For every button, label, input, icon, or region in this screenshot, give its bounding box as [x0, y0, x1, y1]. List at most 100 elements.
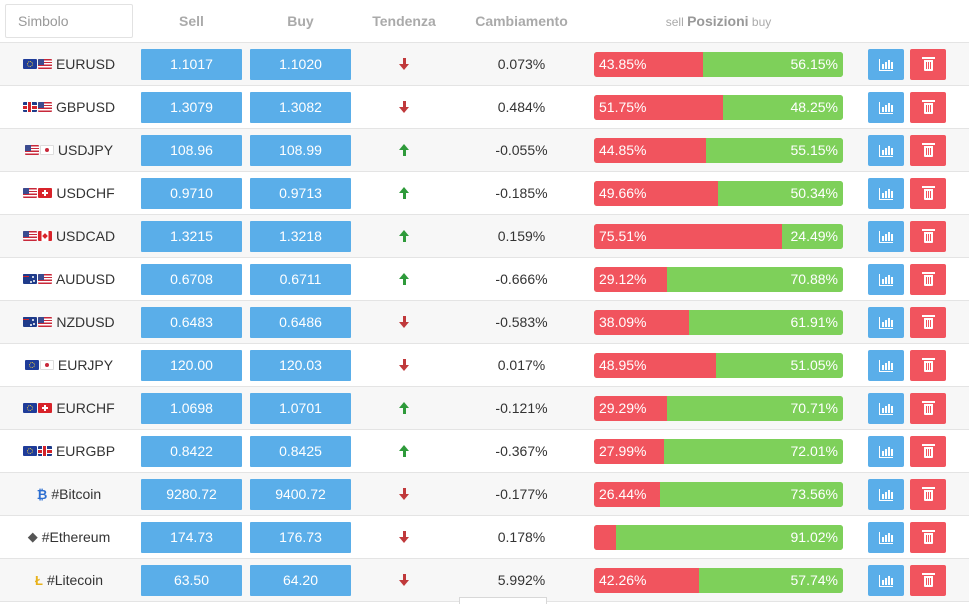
header-trend[interactable]: Tendenza	[372, 13, 436, 29]
sell-price-button[interactable]: 1.1017	[141, 49, 242, 80]
sell-price-button[interactable]: 63.50	[141, 565, 242, 596]
delete-button[interactable]	[910, 92, 946, 123]
delete-button[interactable]	[910, 221, 946, 252]
symbol-search-input[interactable]	[5, 4, 133, 38]
change-value: 0.073%	[497, 56, 546, 72]
symbol-label: EURJPY	[57, 357, 114, 373]
delete-button[interactable]	[910, 178, 946, 209]
buy-price-button[interactable]: 108.99	[250, 135, 351, 166]
buy-price-button[interactable]: 0.8425	[250, 436, 351, 467]
trash-icon	[921, 487, 935, 501]
delete-button[interactable]	[910, 49, 946, 80]
bar-chart-icon	[879, 316, 893, 329]
currency-pair-flags-icon	[22, 102, 52, 112]
delete-button[interactable]	[910, 393, 946, 424]
buy-price-button[interactable]: 9400.72	[250, 479, 351, 510]
bar-chart-icon	[879, 445, 893, 458]
symbol-cell: GBPUSD	[0, 86, 138, 128]
buy-price-button[interactable]: 1.1020	[250, 49, 351, 80]
table-row: USDCHF 0.9710 0.9713 -0.185% 49.66% 50.34…	[0, 172, 969, 215]
sell-price-button[interactable]: 0.8422	[141, 436, 242, 467]
change-value: -0.185%	[495, 185, 548, 201]
trend-indicator	[360, 516, 448, 558]
chart-button[interactable]	[868, 92, 904, 123]
currency-pair-flags-icon	[24, 360, 54, 370]
trash-icon	[921, 444, 935, 458]
symbol-cell: EURCHF	[0, 387, 138, 429]
horizontal-scrollbar[interactable]	[459, 597, 547, 604]
chart-button[interactable]	[868, 393, 904, 424]
sell-price-button[interactable]: 1.3215	[141, 221, 242, 252]
ethereum-icon: ◆	[27, 529, 38, 544]
chart-button[interactable]	[868, 565, 904, 596]
sell-price-button[interactable]: 0.6708	[141, 264, 242, 295]
change-value: 0.484%	[497, 99, 546, 115]
sell-price-button[interactable]: 174.73	[141, 522, 242, 553]
chart-button[interactable]	[868, 178, 904, 209]
chart-button[interactable]	[868, 350, 904, 381]
chart-button[interactable]	[868, 307, 904, 338]
symbol-cell: EURGBP	[0, 430, 138, 472]
buy-price-button[interactable]: 1.0701	[250, 393, 351, 424]
chart-button[interactable]	[868, 49, 904, 80]
symbol-cell: USDCHF	[0, 172, 138, 214]
buy-price-button[interactable]: 176.73	[250, 522, 351, 553]
table-row: EURGBP 0.8422 0.8425 -0.367% 27.99% 72.01…	[0, 430, 969, 473]
trend-indicator	[360, 258, 448, 300]
chart-button[interactable]	[868, 221, 904, 252]
delete-button[interactable]	[910, 522, 946, 553]
buy-price-button[interactable]: 64.20	[250, 565, 351, 596]
sell-positions-segment: 29.29%	[594, 396, 667, 421]
header-buy[interactable]: Buy	[287, 13, 314, 29]
delete-button[interactable]	[910, 565, 946, 596]
delete-button[interactable]	[910, 307, 946, 338]
buy-positions-segment: 48.25%	[722, 95, 843, 120]
delete-button[interactable]	[910, 479, 946, 510]
delete-button[interactable]	[910, 436, 946, 467]
sell-price-button[interactable]: 120.00	[141, 350, 242, 381]
sell-positions-segment: 27.99%	[594, 439, 664, 464]
symbol-cell: USDJPY	[0, 129, 138, 171]
sell-positions-segment: 44.85%	[594, 138, 706, 163]
header-positions-buy: buy	[751, 15, 772, 29]
trash-icon	[921, 229, 935, 243]
buy-positions-segment: 70.71%	[666, 396, 843, 421]
instrument-table: EURUSD 1.1017 1.1020 0.073% 43.85% 56.15%…	[0, 43, 969, 602]
currency-pair-flags-icon	[24, 145, 54, 155]
buy-price-button[interactable]: 0.6711	[250, 264, 351, 295]
symbol-label: NZDUSD	[56, 314, 115, 330]
delete-button[interactable]	[910, 135, 946, 166]
buy-positions-segment: 50.34%	[717, 181, 843, 206]
buy-price-button[interactable]: 0.9713	[250, 178, 351, 209]
header-change[interactable]: Cambiamento	[475, 13, 568, 29]
delete-button[interactable]	[910, 350, 946, 381]
chart-button[interactable]	[868, 522, 904, 553]
bitcoin-icon: ₿	[36, 486, 48, 502]
positions-bar: 49.66% 50.34%	[594, 181, 843, 206]
buy-price-button[interactable]: 0.6486	[250, 307, 351, 338]
symbol-label: EURCHF	[56, 400, 115, 416]
sell-price-button[interactable]: 0.9710	[141, 178, 242, 209]
trend-arrow-icon	[398, 187, 410, 199]
header-sell[interactable]: Sell	[179, 13, 204, 29]
symbol-label: EURGBP	[55, 443, 116, 459]
buy-price-button[interactable]: 1.3218	[250, 221, 351, 252]
trash-icon	[921, 186, 935, 200]
sell-positions-segment: 26.44%	[594, 482, 660, 507]
positions-bar: 38.09% 61.91%	[594, 310, 843, 335]
delete-button[interactable]	[910, 264, 946, 295]
sell-price-button[interactable]: 1.0698	[141, 393, 242, 424]
chart-button[interactable]	[868, 264, 904, 295]
sell-price-button[interactable]: 1.3079	[141, 92, 242, 123]
sell-price-button[interactable]: 0.6483	[141, 307, 242, 338]
sell-price-button[interactable]: 9280.72	[141, 479, 242, 510]
trash-icon	[921, 57, 935, 71]
change-value: -0.367%	[495, 443, 548, 459]
chart-button[interactable]	[868, 135, 904, 166]
chart-button[interactable]	[868, 479, 904, 510]
trend-arrow-icon	[398, 531, 410, 543]
sell-price-button[interactable]: 108.96	[141, 135, 242, 166]
buy-price-button[interactable]: 1.3082	[250, 92, 351, 123]
buy-price-button[interactable]: 120.03	[250, 350, 351, 381]
chart-button[interactable]	[868, 436, 904, 467]
